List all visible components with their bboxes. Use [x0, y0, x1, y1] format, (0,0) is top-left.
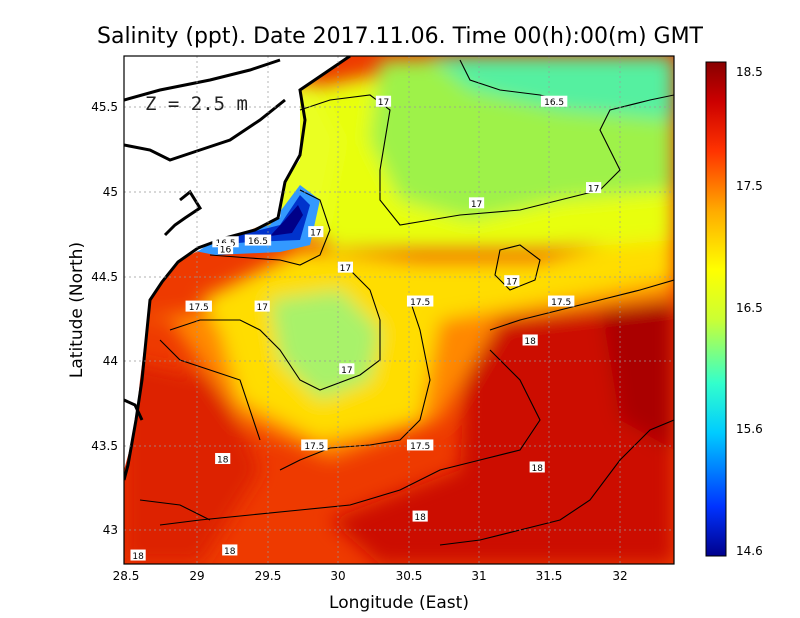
contour-label-bg	[540, 95, 568, 107]
y-tick: 45	[103, 185, 118, 199]
x-tick: 30	[330, 569, 345, 583]
salinity-field	[124, 56, 674, 564]
contour-label: 18	[224, 547, 236, 557]
contour-label: 16.5	[248, 237, 268, 247]
contour-label-bg	[337, 261, 354, 273]
contour-label: 17	[341, 366, 352, 376]
colorbar-gradient	[705, 61, 727, 557]
y-axis: 43 43.5 44 44.5 45 45.5 Latitude (North)	[67, 100, 118, 537]
grid	[124, 56, 674, 564]
contour-label: 18	[414, 513, 426, 523]
contour-label-bg	[244, 234, 272, 246]
contour-label: 17	[471, 200, 482, 210]
contour-label-bg	[215, 453, 231, 465]
contour-label-bg	[222, 544, 238, 556]
x-tick: 30.5	[396, 569, 423, 583]
colorbar: 18.5 17.5 16.5 15.6 14.6	[705, 61, 763, 558]
contour-label-bg	[185, 300, 212, 312]
contour-label-bg	[586, 182, 602, 194]
contour-label-bg	[547, 295, 575, 307]
contour-label-bg	[412, 510, 428, 522]
contour-label-bg	[212, 236, 239, 248]
contour-label: 17	[256, 303, 267, 313]
contour-label: 17	[378, 98, 389, 108]
y-axis-label: Latitude (North)	[67, 242, 87, 378]
contour-label: 17	[310, 229, 321, 239]
contour-label-bg	[308, 226, 324, 238]
contour-label: 18	[531, 464, 543, 474]
colorbar-tick: 16.5	[736, 301, 763, 315]
contour-label: 17.5	[410, 298, 430, 308]
contour-label: 18	[132, 552, 144, 562]
x-tick: 31	[471, 569, 486, 583]
contour-label: 17.5	[551, 298, 571, 308]
colorbar-tick: 18.5	[736, 65, 763, 79]
colorbar-tick: 17.5	[736, 179, 763, 193]
contour-label: 16	[220, 246, 232, 256]
contour-label: 17.5	[410, 442, 430, 452]
contour-labels: 1716.517171716.516.516171717.517.517.517…	[130, 95, 602, 562]
contour-label-bg	[254, 300, 270, 312]
y-tick: 43.5	[91, 439, 118, 453]
y-tick: 43	[103, 523, 118, 537]
x-tick: 29	[189, 569, 204, 583]
contour-label-bg	[529, 461, 545, 473]
contour-label: 18	[217, 456, 229, 466]
contour-label: 17.5	[304, 442, 324, 452]
colorbar-tick: 14.6	[736, 544, 763, 558]
contour-label: 17	[340, 264, 351, 274]
contour-label-bg	[375, 95, 392, 107]
contour-label-bg	[406, 295, 434, 307]
contour-label-bg	[339, 363, 355, 375]
x-axis: 28.5 29 29.5 30 30.5 31 31.5 32 Longitud…	[113, 569, 628, 613]
contour-label-bg	[301, 439, 328, 451]
contour-label: 16.5	[544, 98, 564, 108]
plot-title: Salinity (ppt). Date 2017.11.06. Time 00…	[97, 24, 704, 49]
contour-label: 17.5	[189, 303, 209, 313]
x-tick: 28.5	[113, 569, 140, 583]
depth-label: Z = 2.5 m	[145, 93, 248, 115]
x-axis-label: Longitude (East)	[329, 593, 469, 613]
x-tick: 31.5	[536, 569, 563, 583]
contour-label-bg	[217, 243, 234, 255]
contour-label-bg	[468, 197, 485, 209]
y-tick: 45.5	[91, 100, 118, 114]
contour-label: 17	[506, 278, 517, 288]
map-frame	[123, 55, 675, 565]
contour-lines	[139, 59, 674, 546]
y-tick: 44.5	[91, 270, 118, 284]
contour-label-bg	[522, 334, 538, 346]
y-tick: 44	[103, 354, 118, 368]
contour-label-bg	[406, 439, 434, 451]
contour-label: 18	[524, 337, 536, 347]
x-tick: 32	[612, 569, 627, 583]
contour-label-bg	[504, 275, 520, 287]
x-tick: 29.5	[255, 569, 282, 583]
contour-label: 17	[588, 185, 599, 195]
contour-label-bg	[130, 549, 146, 561]
colorbar-tick: 15.6	[736, 422, 763, 436]
